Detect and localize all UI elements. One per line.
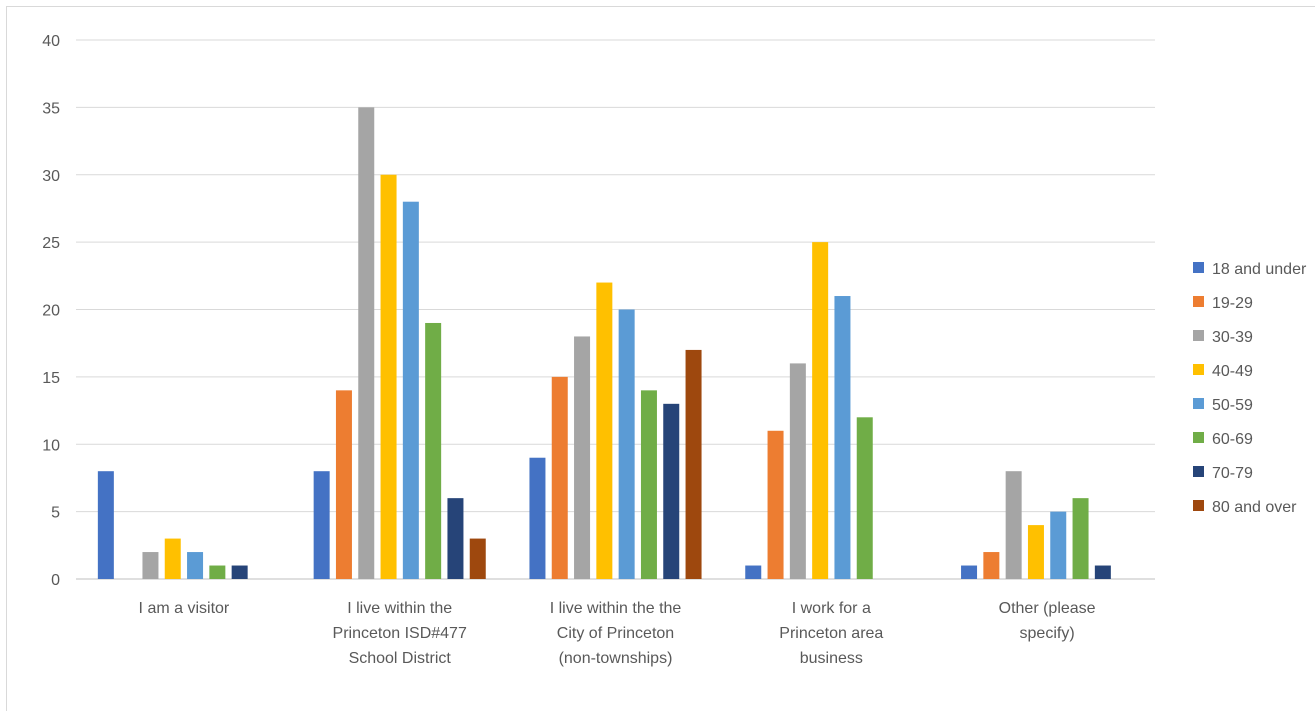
x-category-label: I live within the the <box>550 600 682 617</box>
bar <box>231 565 248 579</box>
bar <box>209 565 226 579</box>
y-axis: 0 5 10 15 20 25 30 35 40 <box>42 33 60 589</box>
bar <box>335 390 352 579</box>
x-axis: I am a visitor I live within the Princeton… <box>139 600 1096 667</box>
bar <box>1050 511 1067 579</box>
y-tick-label: 15 <box>42 370 60 387</box>
legend-swatch <box>1193 500 1204 511</box>
bar <box>1027 525 1044 579</box>
y-tick-label: 40 <box>42 33 60 50</box>
bar <box>142 552 159 579</box>
bar <box>97 471 114 579</box>
legend-label: 19-29 <box>1212 295 1253 312</box>
bar <box>812 242 829 579</box>
legend: 18 and under 19-29 30-39 40-49 50-59 60-69 70-… <box>1193 261 1307 516</box>
bar <box>551 376 568 579</box>
bar <box>745 565 762 579</box>
bar <box>1094 565 1111 579</box>
x-category-label: specify) <box>1020 625 1075 642</box>
bar <box>1072 498 1089 579</box>
bar <box>1005 471 1022 579</box>
chart-frame <box>6 6 1315 711</box>
bar <box>961 565 978 579</box>
legend-swatch <box>1193 398 1204 409</box>
x-category-label: I am a visitor <box>139 600 230 617</box>
x-category-label: Princeton ISD#477 <box>333 625 467 642</box>
bar <box>574 336 591 579</box>
bar <box>402 201 419 579</box>
x-category-label: business <box>800 650 863 667</box>
legend-label: 60-69 <box>1212 431 1253 448</box>
y-tick-label: 30 <box>42 168 60 185</box>
bar <box>358 107 375 579</box>
legend-label: 70-79 <box>1212 465 1253 482</box>
x-category-label: (non-townships) <box>559 650 673 667</box>
y-tick-label: 5 <box>51 505 60 522</box>
legend-label: 80 and over <box>1212 499 1297 516</box>
bar <box>856 417 873 579</box>
x-category-label: I work for a <box>792 600 871 617</box>
bar <box>187 552 204 579</box>
x-category-label: Princeton area <box>779 625 883 642</box>
x-category-label: City of Princeton <box>557 625 674 642</box>
legend-swatch <box>1193 296 1204 307</box>
x-category-label: Other (please <box>999 600 1096 617</box>
legend-label: 50-59 <box>1212 397 1253 414</box>
x-category-label: School District <box>349 650 452 667</box>
legend-label: 18 and under <box>1212 261 1307 278</box>
bar <box>789 363 806 579</box>
bar <box>663 403 680 579</box>
bar <box>618 309 635 579</box>
y-tick-label: 0 <box>51 572 60 589</box>
legend-swatch <box>1193 466 1204 477</box>
legend-swatch <box>1193 432 1204 443</box>
bars <box>97 107 1111 579</box>
bar <box>596 282 613 579</box>
bar <box>685 349 702 579</box>
y-tick-label: 20 <box>42 303 60 320</box>
bar <box>767 430 784 579</box>
legend-swatch <box>1193 262 1204 273</box>
bar <box>447 498 464 579</box>
bar <box>313 471 330 579</box>
legend-label: 30-39 <box>1212 329 1253 346</box>
bar <box>983 552 1000 579</box>
bar <box>469 538 486 579</box>
legend-label: 40-49 <box>1212 363 1253 380</box>
bar <box>640 390 657 579</box>
x-category-label: I live within the <box>347 600 452 617</box>
y-tick-label: 10 <box>42 437 60 454</box>
legend-swatch <box>1193 330 1204 341</box>
y-tick-label: 35 <box>42 100 60 117</box>
bar <box>529 457 546 579</box>
gridlines <box>76 39 1155 580</box>
y-tick-label: 25 <box>42 235 60 252</box>
bar <box>425 322 442 579</box>
bar <box>164 538 181 579</box>
bar <box>834 296 851 579</box>
legend-swatch <box>1193 364 1204 375</box>
bar <box>380 174 397 579</box>
